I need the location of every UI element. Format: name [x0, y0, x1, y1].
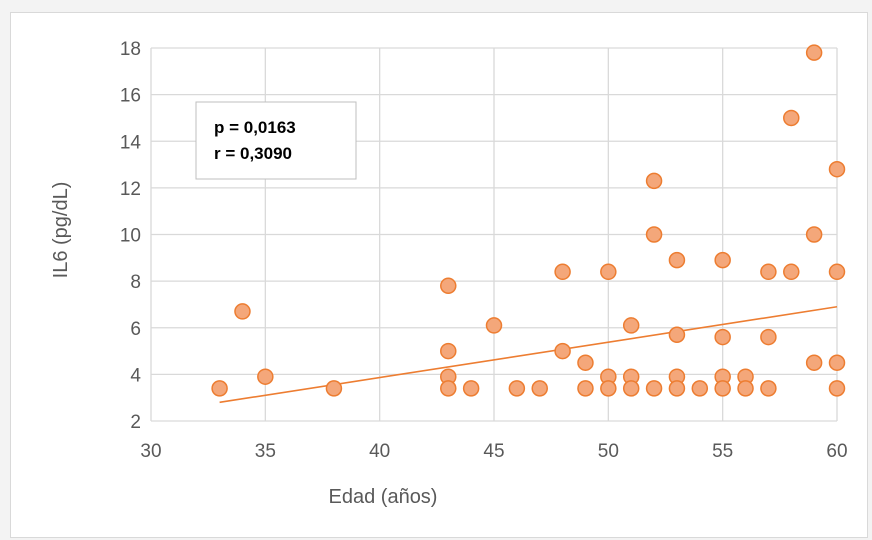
data-point: [737, 380, 754, 397]
y-tick-label: 10: [120, 226, 141, 247]
data-point: [645, 380, 663, 397]
data-point: [485, 317, 503, 334]
y-tick-label: 8: [130, 272, 141, 293]
x-tick-label: 50: [598, 441, 619, 462]
data-point: [257, 368, 274, 385]
chart-frame: 2 4 6 8 10 12 14 16 18 30 35 40 45 50 55 60 Edad (años)…: [10, 12, 868, 538]
data-point: [714, 251, 731, 269]
y-tick-label: 6: [130, 319, 141, 340]
y-tick-label: 4: [130, 365, 141, 386]
x-tick-label: 35: [255, 441, 276, 462]
data-point: [668, 251, 686, 269]
data-point: [645, 226, 663, 243]
trendline: [219, 305, 838, 404]
y-tick-label: 16: [120, 86, 141, 107]
y-tick-label: 2: [130, 412, 141, 433]
data-point: [668, 326, 686, 343]
r-value-label: r = 0,3090: [214, 144, 292, 163]
axis-ticks: 2 4 6 8 10 12 14 16 18 30 35 40 45 50 55 60: [120, 39, 848, 462]
scatter-chart: 2 4 6 8 10 12 14 16 18 30 35 40 45 50 55 60 Edad (años)…: [50, 39, 848, 508]
data-point: [234, 303, 251, 320]
data-point: [462, 380, 480, 397]
data-point: [577, 380, 594, 397]
trendline-group: [219, 305, 838, 404]
y-axis-title: IL6 (pg/dL): [50, 182, 72, 279]
x-tick-label: 60: [826, 441, 847, 462]
data-point: [440, 342, 457, 360]
data-point: [211, 380, 228, 397]
data-point: [440, 380, 457, 397]
data-point: [600, 263, 617, 281]
data-point: [828, 263, 846, 281]
data-point: [440, 277, 457, 295]
data-point: [714, 328, 731, 346]
data-point: [714, 380, 731, 397]
data-point: [622, 317, 640, 334]
data-point: [554, 342, 571, 360]
x-tick-label: 55: [712, 441, 733, 462]
data-point: [760, 380, 777, 397]
data-point: [508, 380, 526, 397]
stats-box-border: [195, 101, 357, 180]
x-tick-label: 40: [369, 441, 390, 462]
data-point: [828, 160, 846, 178]
data-point: [600, 380, 617, 397]
x-tick-label: 45: [483, 441, 504, 462]
data-point: [828, 354, 846, 371]
data-point: [531, 380, 548, 397]
y-tick-label: 18: [120, 39, 141, 60]
x-axis-title: Edad (años): [329, 486, 438, 508]
data-point: [783, 109, 800, 127]
y-tick-label: 14: [120, 132, 142, 153]
data-point: [760, 328, 777, 346]
data-point: [645, 172, 663, 190]
data-point: [554, 263, 571, 281]
stats-box: p = 0,0163 r = 0,3090: [195, 101, 357, 180]
data-point: [668, 380, 686, 397]
data-point: [805, 44, 823, 61]
data-point: [828, 380, 846, 397]
data-point: [805, 354, 823, 371]
data-point: [622, 380, 640, 397]
data-point: [760, 263, 777, 281]
x-tick-label: 30: [140, 441, 161, 462]
data-point: [783, 263, 800, 281]
y-tick-label: 12: [120, 179, 141, 200]
data-point: [691, 380, 709, 397]
data-point: [577, 354, 594, 371]
p-value-label: p = 0,0163: [214, 118, 296, 137]
data-point: [805, 226, 823, 243]
data-point: [325, 380, 343, 397]
data-points: [211, 44, 846, 397]
